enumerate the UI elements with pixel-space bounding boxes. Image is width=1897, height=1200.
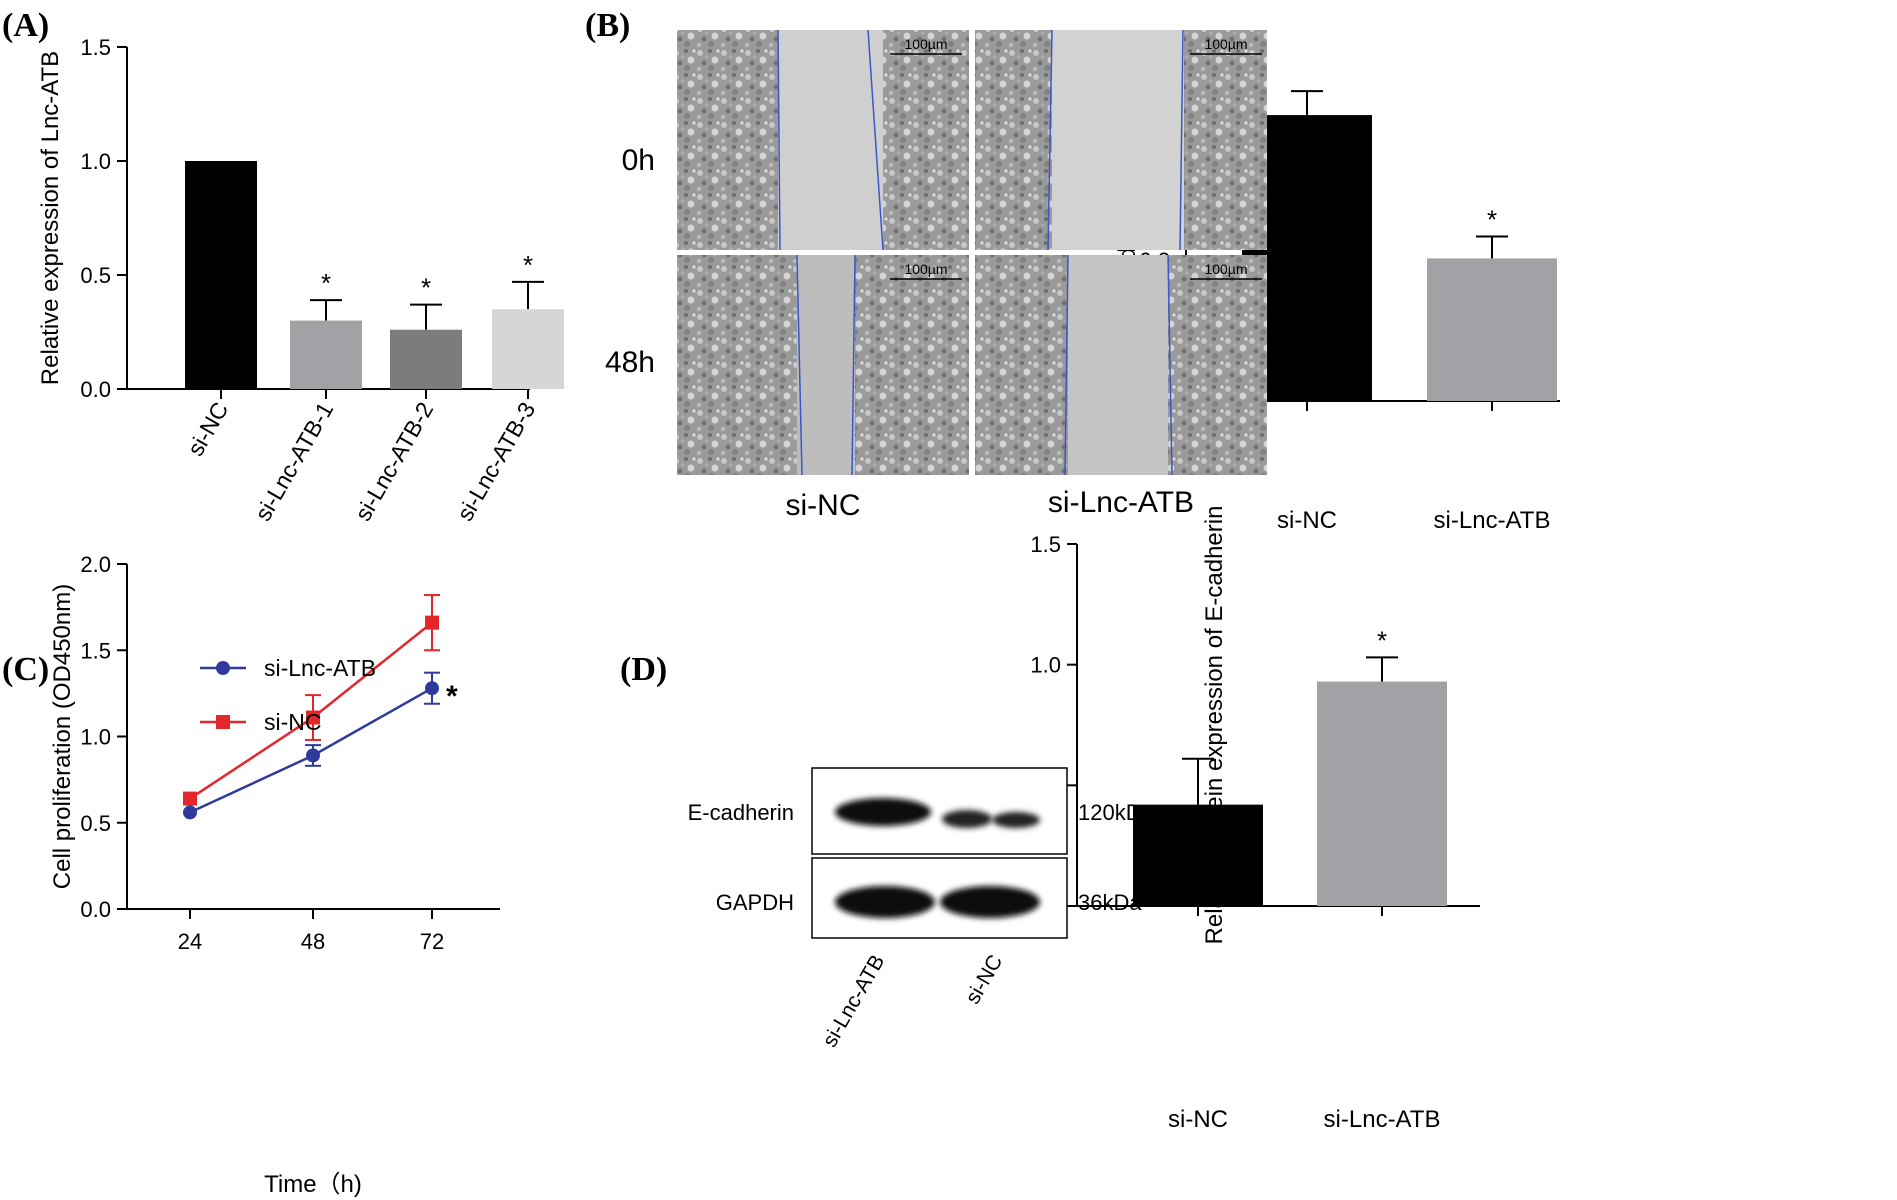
y-tick-label: 0.0 (80, 377, 111, 402)
bar (1427, 258, 1557, 401)
y-axis-label: Cell proliferation (OD450nm) (49, 584, 76, 889)
blot-size-gapdh: 36kDa (1078, 890, 1142, 915)
bar (185, 161, 257, 389)
data-point (425, 615, 439, 630)
legend-marker (216, 661, 230, 675)
y-tick-label: 0.0 (80, 897, 111, 922)
blot-size-ecadherin: 120kDa (1078, 800, 1155, 825)
western-blot: E-cadherin GAPDH 120kDa 36kDa si-Lnc-ATB… (688, 767, 1155, 1051)
wound-edge-line (1167, 254, 1173, 476)
x-tick-label: si-Lnc-ATB (1324, 1106, 1441, 1133)
band-ecadherin-lane1 (835, 798, 931, 826)
bar (1133, 804, 1263, 906)
micrograph-column-sinc: si-NC (786, 489, 861, 522)
x-tick-label: si-NC (1277, 507, 1337, 534)
micrograph-column-silnc: si-Lnc-ATB (1048, 486, 1194, 519)
legend-label: si-Lnc-ATB (264, 655, 376, 681)
panel-label-a: (A) (2, 7, 49, 44)
significance-star: * (321, 268, 331, 298)
y-axis-label: Relative expression of Lnc-ATB (37, 51, 64, 385)
x-tick-label: si-NC (1168, 1106, 1228, 1133)
x-tick-label: si-NC (182, 398, 233, 461)
blot-lane-label-silnc: si-Lnc-ATB (818, 951, 889, 1051)
x-tick-label: si-Lnc-ATB-2 (350, 398, 439, 526)
x-tick-label: 48 (301, 929, 325, 954)
data-point (183, 805, 197, 820)
scale-bar-label: 100µm (904, 36, 947, 52)
band-ecadherin-lane2b (992, 812, 1040, 828)
panel-label-c: (C) (2, 651, 49, 688)
x-axis-label: Time（h) (264, 1171, 362, 1198)
y-tick-label: 1.5 (80, 35, 111, 60)
significance-star: * (421, 273, 431, 303)
wound-edge-line (1047, 29, 1053, 251)
x-tick-label: si-Lnc-ATB-3 (452, 398, 541, 526)
wound-edge-line (777, 29, 781, 251)
legend-marker (216, 715, 230, 729)
band-gapdh-lane1 (835, 886, 935, 918)
bar (492, 309, 564, 389)
band-ecadherin-lane2a (942, 810, 992, 828)
y-tick-label: 2.0 (80, 552, 111, 577)
x-tick-label: si-Lnc-ATB-1 (250, 398, 339, 526)
data-point (425, 681, 439, 696)
band-gapdh-lane2 (940, 886, 1040, 918)
wound-gap-sinc-0h (778, 30, 883, 250)
data-point (306, 748, 320, 763)
y-tick-label: 1.5 (80, 638, 111, 663)
y-tick-label: 1.0 (80, 725, 111, 750)
chart-c-cell-proliferation: 0.0 0.5 1.0 1.5 2.0 24 48 72 Time（h) Cell prolife… (49, 552, 500, 1198)
scale-bar-label: 100µm (1204, 36, 1247, 52)
blot-label-gapdh: GAPDH (716, 890, 794, 915)
blot-label-ecadherin: E-cadherin (688, 800, 794, 825)
data-point (183, 791, 197, 806)
wound-gap-sinc-48h (797, 255, 855, 475)
wound-edge-line (851, 254, 856, 476)
wound-edge-line (867, 29, 884, 251)
scale-bar-label: 100µm (904, 261, 947, 277)
scale-bar-label: 100µm (1204, 261, 1247, 277)
significance-star: * (523, 250, 533, 280)
legend-label: si-NC (264, 709, 322, 735)
significance-star: * (1487, 205, 1497, 235)
bar (390, 329, 462, 389)
y-tick-label: 0.5 (80, 811, 111, 836)
x-tick-label: si-Lnc-ATB (1434, 507, 1551, 534)
data-point (306, 710, 320, 725)
y-tick-label: 0.5 (80, 263, 111, 288)
x-tick-label: 24 (178, 929, 202, 954)
wound-edge-line (1064, 254, 1069, 476)
x-tick-label: 72 (420, 929, 444, 954)
wound-edge-line (1179, 29, 1184, 251)
y-tick-label: 1.5 (1030, 532, 1061, 557)
y-tick-label: 1.0 (1030, 653, 1061, 678)
blot-lane-label-sinc: si-NC (961, 951, 1007, 1008)
panel-label-b: (B) (585, 7, 630, 44)
y-tick-label: 1.0 (80, 149, 111, 174)
bar (290, 320, 362, 389)
wound-edge-line (796, 254, 803, 476)
panel-label-d: (D) (620, 651, 667, 688)
wound-gap-silnc-0h (1052, 30, 1184, 250)
wound-healing-micrographs: 100µm 100µm 100µm 100µm 0h 48h si-NC si-… (605, 29, 1267, 522)
time-label-0h: 0h (622, 144, 655, 177)
bar (1317, 681, 1447, 906)
chart-a-lnc-atb-expression: 0.0 0.5 1.0 1.5 Relative expression of Lnc-A… (37, 35, 564, 525)
wound-gap-silnc-48h (1068, 255, 1168, 475)
significance-star: * (446, 680, 458, 713)
time-label-48h: 48h (605, 346, 655, 379)
significance-star: * (1377, 625, 1387, 655)
